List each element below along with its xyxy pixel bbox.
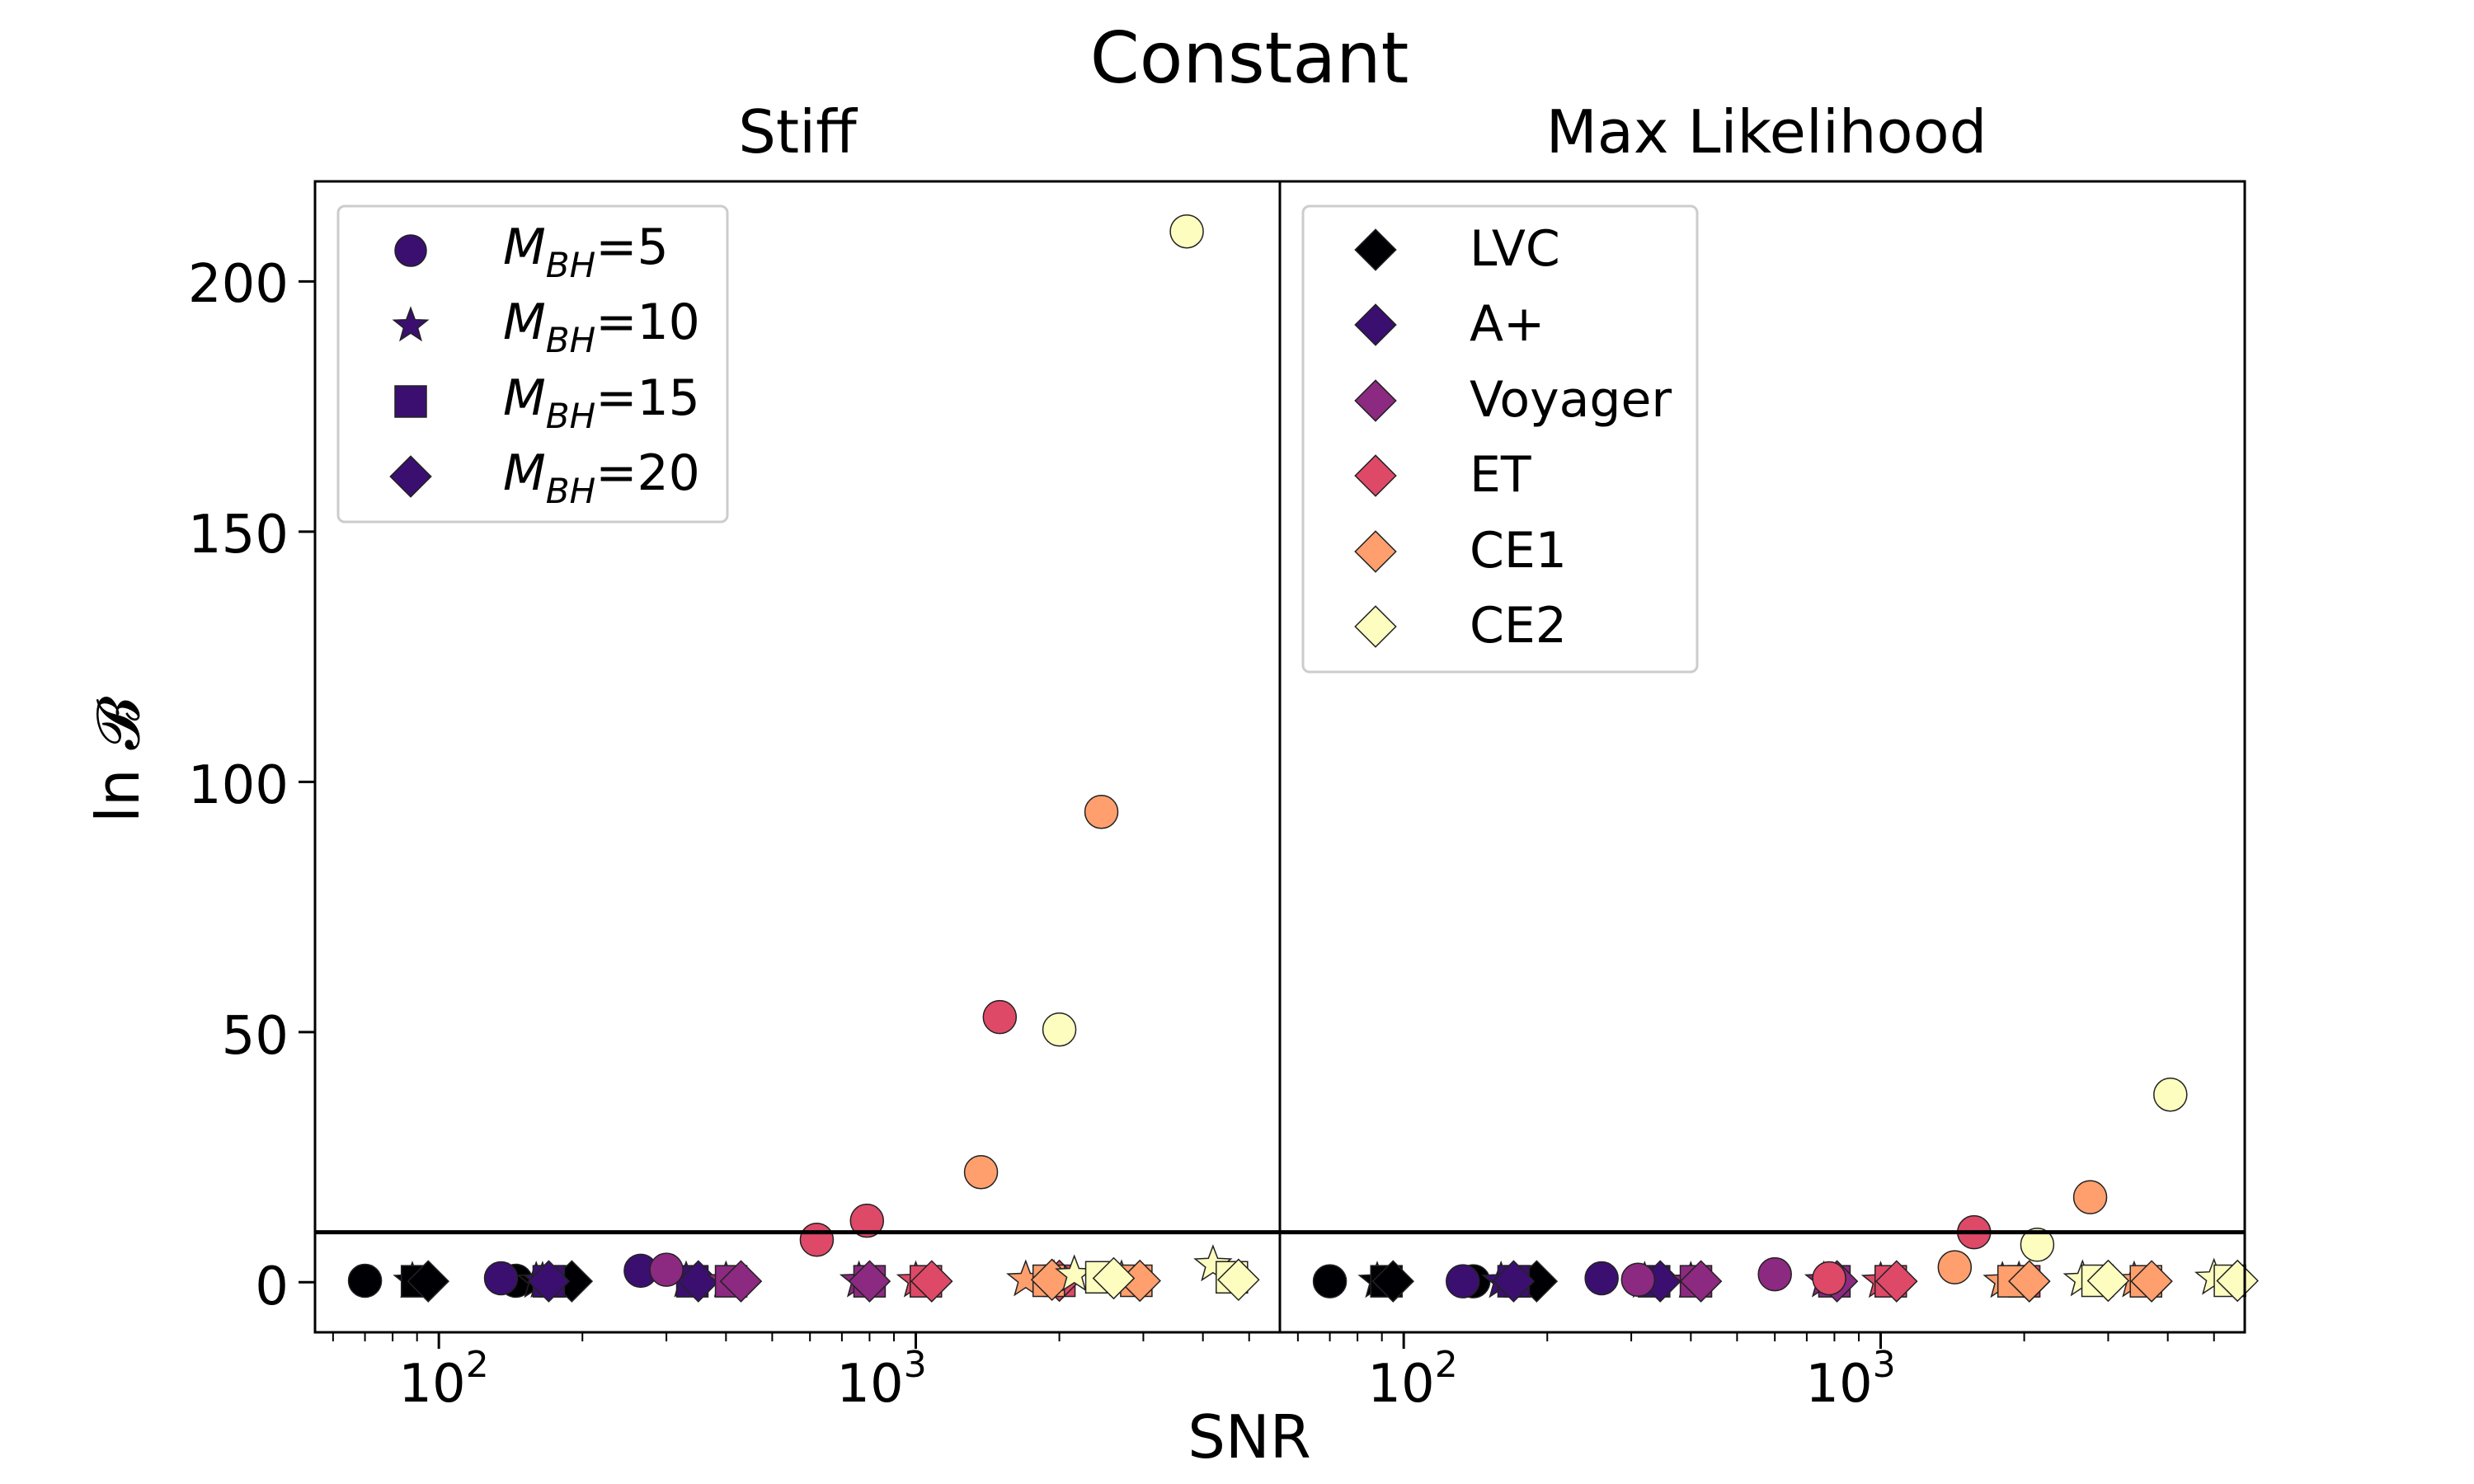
mass-legend-marker-circle	[394, 234, 427, 267]
point-aplus-circle	[1584, 1261, 1619, 1296]
point-ce2-star	[1193, 1244, 1233, 1282]
axis-ticks	[299, 279, 2215, 1349]
x-tick-labels: 102 103 102 103	[398, 1344, 1895, 1415]
point-et-diamond	[1875, 1260, 1918, 1303]
detector-legend-markers	[1354, 228, 1397, 648]
point-lvc-circle	[347, 1263, 383, 1298]
detector-legend-marker-et	[1354, 454, 1397, 497]
mass-legend-label-15: MBH=15	[503, 369, 700, 436]
point-et-circle	[1812, 1261, 1846, 1296]
x-tick-label-right-100: 102	[1367, 1344, 1457, 1415]
x-tick-label-left-100: 102	[398, 1344, 488, 1415]
point-ce1-circle	[1937, 1250, 1973, 1284]
detector-legend-label-ce2: CE2	[1470, 597, 1567, 655]
detector-legend-label-et: ET	[1470, 446, 1531, 504]
detector-legend-marker-lvc	[1354, 228, 1397, 271]
point-ce2-diamond	[2216, 1259, 2259, 1303]
mass-legend-marker-diamond	[389, 455, 432, 498]
point-ce2-circle	[2020, 1228, 2055, 1262]
detector-legend-marker-ce2	[1354, 605, 1397, 648]
mass-legend-label-10: MBH=10	[503, 294, 700, 360]
y-tick-label-0: 0	[255, 1256, 289, 1317]
mass-legend-marker-square	[394, 385, 427, 418]
point-lvc-circle	[1312, 1264, 1348, 1298]
point-ce2-circle	[1042, 1012, 1077, 1047]
detector-legend-marker-voyager	[1354, 379, 1397, 422]
mass-legend-label-5: MBH=5	[503, 218, 669, 285]
mass-legend-markers	[389, 234, 432, 498]
y-tick-label-200: 200	[188, 254, 289, 315]
detector-legend-marker-aplus	[1354, 303, 1397, 346]
detector-legend-label-ce1: CE1	[1470, 522, 1567, 580]
point-ce1-circle	[2072, 1180, 2108, 1214]
point-ce1-diamond	[2130, 1260, 2173, 1303]
y-tick-label-50: 50	[222, 1006, 289, 1067]
point-lvc-diamond	[407, 1260, 450, 1303]
point-voyager-diamond	[719, 1260, 763, 1303]
point-et-diamond	[910, 1260, 953, 1303]
x-tick-label-left-1000: 103	[836, 1344, 926, 1415]
detector-legend-label-lvc: LVC	[1470, 220, 1560, 278]
point-voyager-circle	[649, 1252, 684, 1287]
detector-legend-box	[1301, 204, 1699, 674]
point-et-circle	[982, 999, 1018, 1035]
detector-legend-marker-ce1	[1354, 530, 1397, 573]
y-axis-label: ln 𝓑	[83, 696, 153, 823]
y-tick-labels: 0 50 100 150 200	[188, 254, 289, 1317]
point-et-circle	[849, 1203, 885, 1238]
y-tick-label-150: 150	[188, 505, 289, 566]
point-voyager-diamond	[1679, 1260, 1723, 1303]
point-aplus-diamond	[1492, 1260, 1536, 1303]
point-ce2-circle	[1169, 214, 1204, 249]
point-et-circle	[799, 1222, 835, 1257]
point-voyager-circle	[1620, 1262, 1656, 1298]
point-voyager-diamond	[848, 1260, 891, 1303]
detector-legend: LVC A+ Voyager ET CE1 CE2	[1301, 204, 1699, 674]
detector-legend-label-voyager: Voyager	[1470, 371, 1672, 429]
point-aplus-diamond	[527, 1260, 571, 1303]
figure-title: Constant	[1090, 17, 1409, 100]
panel-frame-max-likelihood	[1278, 180, 2246, 1334]
data-points	[347, 214, 2259, 1303]
y-tick-label-100: 100	[188, 755, 289, 816]
mass-legend: MBH=5 MBH=10 MBH=15 MBH=20	[336, 204, 729, 524]
mass-legend-box	[336, 204, 729, 524]
point-ce2-circle	[2153, 1077, 2188, 1112]
point-lvc-diamond	[1371, 1260, 1415, 1303]
point-voyager-circle	[1757, 1256, 1792, 1292]
point-ce2-diamond	[1217, 1258, 1260, 1302]
x-tick-label-right-1000: 103	[1805, 1344, 1895, 1415]
point-ce1-circle	[963, 1155, 999, 1190]
point-ce2-diamond	[1092, 1256, 1136, 1300]
x-axis-label: SNR	[1188, 1402, 1311, 1472]
point-ce1-diamond	[2008, 1260, 2051, 1303]
mass-legend-label-20: MBH=20	[503, 444, 700, 511]
point-aplus-circle	[483, 1261, 519, 1296]
detector-legend-label-aplus: A+	[1470, 295, 1545, 353]
mass-legend-marker-star	[392, 306, 430, 342]
panel-title-stiff: Stiff	[738, 97, 858, 167]
point-ce2-diamond	[2086, 1259, 2130, 1303]
point-ce1-circle	[1084, 795, 1119, 829]
point-aplus-circle	[1446, 1264, 1480, 1298]
panel-title-max-likelihood: Max Likelihood	[1546, 97, 1987, 167]
